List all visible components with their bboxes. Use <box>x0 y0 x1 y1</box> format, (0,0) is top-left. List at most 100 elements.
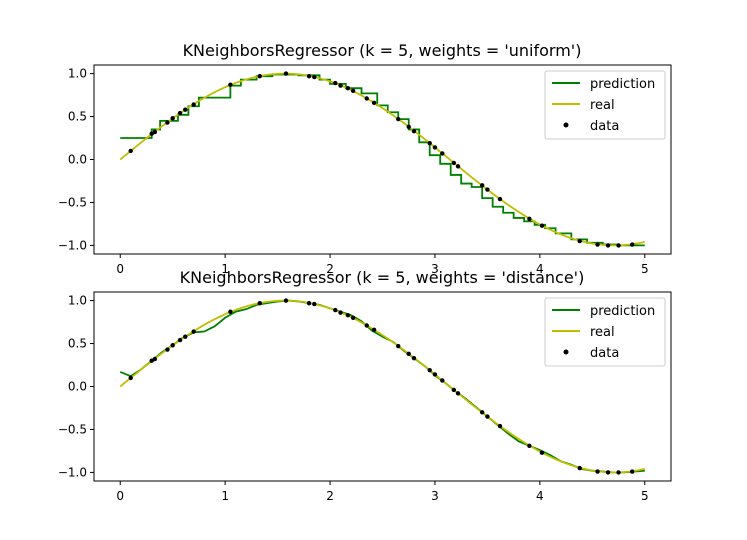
legend: prediction real data <box>544 297 666 367</box>
data-point <box>432 145 438 150</box>
data-point <box>183 107 188 112</box>
data-point <box>170 343 175 348</box>
data-point <box>191 329 196 334</box>
data-point <box>128 148 133 154</box>
data-point <box>440 151 445 156</box>
y-tick-label: −0.5 <box>58 195 87 209</box>
data-point <box>629 469 635 474</box>
data-point <box>479 183 485 188</box>
data-point <box>577 465 582 471</box>
data-point <box>128 375 133 381</box>
data-point <box>364 323 369 328</box>
data-point <box>451 387 457 393</box>
y-tick-label: 1.0 <box>68 294 87 308</box>
data-point <box>345 313 351 318</box>
legend-label-prediction: prediction <box>590 77 655 92</box>
data-point <box>539 450 545 455</box>
data-point <box>228 82 233 87</box>
y-tick-label: −0.5 <box>58 422 87 436</box>
data-point <box>306 300 312 306</box>
chart-title: KNeighborsRegressor (k = 5, weights = 'u… <box>183 41 582 60</box>
data-point <box>497 196 503 202</box>
data-point <box>432 372 438 377</box>
legend-label-real: real <box>590 325 615 340</box>
x-tick-label: 5 <box>641 262 649 276</box>
data-point <box>485 187 490 192</box>
legend-label-real: real <box>590 98 615 113</box>
x-tick-label: 4 <box>536 489 544 503</box>
data-point <box>177 110 183 116</box>
x-tick-label: 1 <box>221 262 229 276</box>
legend-label-data: data <box>590 346 619 361</box>
data-point <box>485 414 490 419</box>
legend-label-prediction: prediction <box>590 304 655 319</box>
data-point <box>605 470 611 475</box>
data-point <box>364 96 369 101</box>
subplot-distance: KNeighborsRegressor (k = 5, weights = 'd… <box>58 268 672 503</box>
y-tick-label: 0.5 <box>68 337 87 351</box>
data-point <box>333 80 338 86</box>
x-tick-label: 2 <box>326 262 334 276</box>
data-point <box>183 334 188 339</box>
data-point <box>451 160 457 166</box>
data-point <box>228 309 233 314</box>
data-point <box>411 355 417 361</box>
legend-label-data: data <box>590 119 619 134</box>
data-point <box>283 71 289 76</box>
legend-marker-data <box>563 122 569 128</box>
data-point <box>411 128 417 134</box>
data-point <box>605 243 611 248</box>
data-point <box>595 242 600 247</box>
data-point <box>312 301 317 307</box>
x-tick-label: 2 <box>326 489 334 503</box>
y-tick-label: 0.5 <box>68 110 87 124</box>
data-point <box>427 140 432 146</box>
x-tick-label: 0 <box>116 489 124 503</box>
data-point <box>396 116 401 122</box>
data-point <box>629 242 635 247</box>
y-tick-label: −1.0 <box>58 465 87 479</box>
legend: prediction real data <box>544 70 666 140</box>
plot-layer <box>119 71 645 248</box>
data-point <box>406 351 411 357</box>
subplot-uniform: KNeighborsRegressor (k = 5, weights = 'u… <box>58 41 672 276</box>
data-point <box>191 102 196 107</box>
ticks-layer: 0 1 2 3 4 5 −1.0 −0.5 0.0 0.5 1.0 <box>58 294 649 503</box>
data-point <box>152 129 158 135</box>
legend-box <box>544 297 666 367</box>
x-tick-label: 1 <box>221 489 229 503</box>
data-point <box>257 73 262 79</box>
data-point <box>406 124 411 130</box>
data-point <box>616 470 621 475</box>
x-tick-label: 0 <box>116 262 124 276</box>
ticks-layer: 0 1 2 3 4 5 −1.0 −0.5 0.0 0.5 1.0 <box>58 67 649 276</box>
data-point <box>497 423 503 429</box>
data-point <box>350 315 356 320</box>
data-point <box>333 307 338 313</box>
data-point <box>440 378 445 383</box>
data-point <box>165 120 170 125</box>
data-point <box>577 238 582 244</box>
data-point <box>527 216 532 221</box>
y-tick-label: −1.0 <box>58 238 87 252</box>
data-point <box>616 243 621 248</box>
data-point <box>152 356 158 362</box>
x-tick-label: 5 <box>641 489 649 503</box>
legend-box <box>544 70 666 140</box>
data-point <box>427 367 432 373</box>
plot-area <box>119 71 645 248</box>
data-point <box>283 298 289 303</box>
data-point <box>371 327 377 332</box>
y-tick-label: 0.0 <box>68 153 87 167</box>
x-tick-label: 4 <box>536 262 544 276</box>
data-point <box>455 391 461 396</box>
data-point <box>396 343 401 349</box>
data-point <box>595 469 600 474</box>
y-tick-label: 1.0 <box>68 67 87 81</box>
data-point <box>371 100 377 106</box>
y-tick-label: 0.0 <box>68 380 87 394</box>
data-point <box>170 116 175 121</box>
data-point <box>527 443 532 448</box>
data-point <box>338 310 343 315</box>
